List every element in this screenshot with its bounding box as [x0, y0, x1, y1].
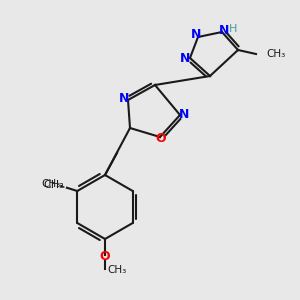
Text: CH₃: CH₃	[42, 179, 61, 189]
Text: N: N	[219, 23, 229, 37]
Text: O: O	[156, 131, 166, 145]
Text: N: N	[119, 92, 129, 106]
Text: CH₃: CH₃	[39, 178, 67, 192]
Text: N: N	[179, 109, 189, 122]
Text: O: O	[100, 250, 110, 262]
Text: CH₃: CH₃	[266, 49, 285, 59]
Text: N: N	[180, 52, 190, 64]
Text: CH₃: CH₃	[43, 180, 64, 190]
Text: N: N	[191, 28, 201, 41]
Text: H: H	[229, 24, 237, 34]
Text: CH₃: CH₃	[107, 265, 126, 275]
